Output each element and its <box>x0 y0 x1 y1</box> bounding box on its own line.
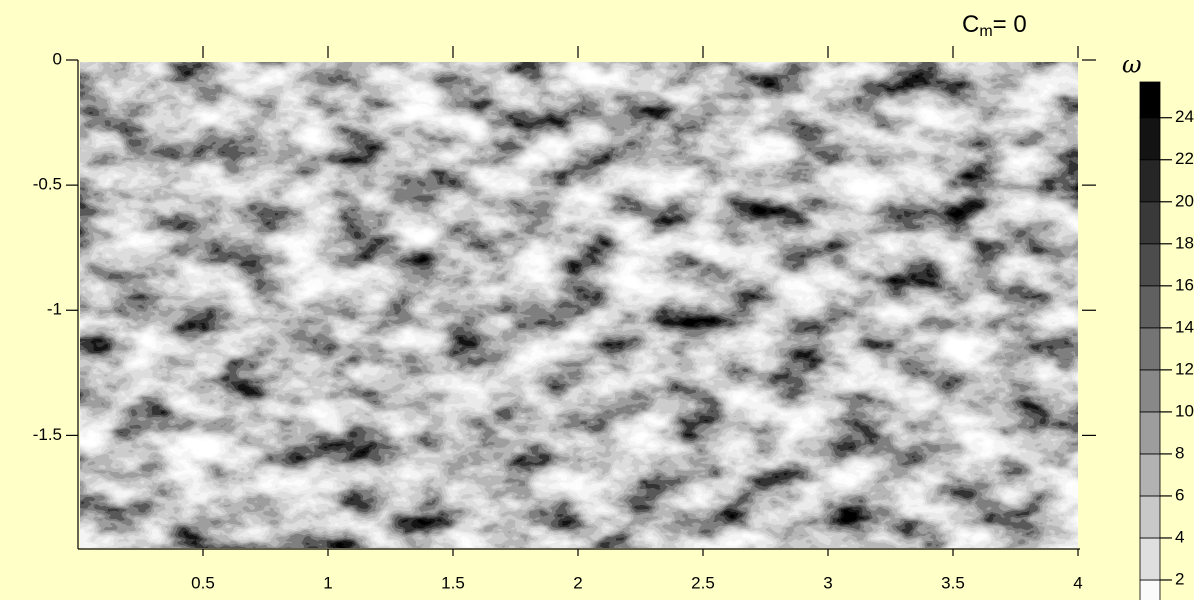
colorbar-tick-label: 18 <box>1175 233 1194 252</box>
title-subscript: m <box>979 23 992 40</box>
x-tick-label: 1.5 <box>441 573 465 592</box>
x-tick-label: 1 <box>323 573 332 592</box>
x-tick-label: 0.5 <box>191 573 215 592</box>
colorbar-tick-label: 14 <box>1175 317 1194 336</box>
colorbar-tick-label: 2 <box>1175 569 1184 588</box>
colorbar-tick-label: 22 <box>1175 149 1194 168</box>
colorbar-tick-label: 20 <box>1175 191 1194 210</box>
colorbar-tick-label: 8 <box>1175 443 1184 462</box>
title-suffix: = 0 <box>993 11 1027 38</box>
chart-layer: 0.5 1 1.5 2 2.5 3 3.5 40-0.5-1-1.52468101214161… <box>33 46 1194 600</box>
colorbar-label: ω <box>1122 51 1142 79</box>
colorbar-tick-label: 16 <box>1175 275 1194 294</box>
colorbar-level <box>1139 117 1161 161</box>
colorbar-level <box>1139 159 1161 203</box>
y-tick-label: 0 <box>53 49 62 68</box>
y-tick-label: -0.5 <box>33 175 62 194</box>
vorticity-field <box>80 62 1078 548</box>
title-main: C <box>962 11 979 38</box>
x-tick-label: 2 <box>573 573 582 592</box>
colorbar-tick-label: 4 <box>1175 527 1184 546</box>
colorbar-level <box>1139 243 1161 287</box>
colorbar-level <box>1139 411 1161 455</box>
colorbar-level <box>1139 327 1161 371</box>
colorbar-tick-label: 12 <box>1175 359 1194 378</box>
x-tick-label: 2.5 <box>691 573 715 592</box>
colorbar-level <box>1139 369 1161 413</box>
x-tick-label: 3.5 <box>941 573 965 592</box>
colorbar-level <box>1139 81 1161 119</box>
colorbar-level <box>1139 285 1161 329</box>
colorbar-level <box>1139 495 1161 539</box>
colorbar-tick-label: 6 <box>1175 485 1184 504</box>
colorbar-tick-label: 24 <box>1175 107 1194 126</box>
colorbar-level <box>1139 453 1161 497</box>
x-tick-label: 4 <box>1073 573 1082 592</box>
y-tick-label: -1.5 <box>33 425 62 444</box>
colorbar-level <box>1139 537 1161 581</box>
colorbar-level <box>1139 201 1161 245</box>
chart-title: Cm= 0 <box>962 11 1027 40</box>
colorbar-level <box>1139 579 1161 600</box>
y-tick-label: -1 <box>47 300 62 319</box>
x-tick-label: 3 <box>823 573 832 592</box>
colorbar-tick-label: 10 <box>1175 401 1194 420</box>
